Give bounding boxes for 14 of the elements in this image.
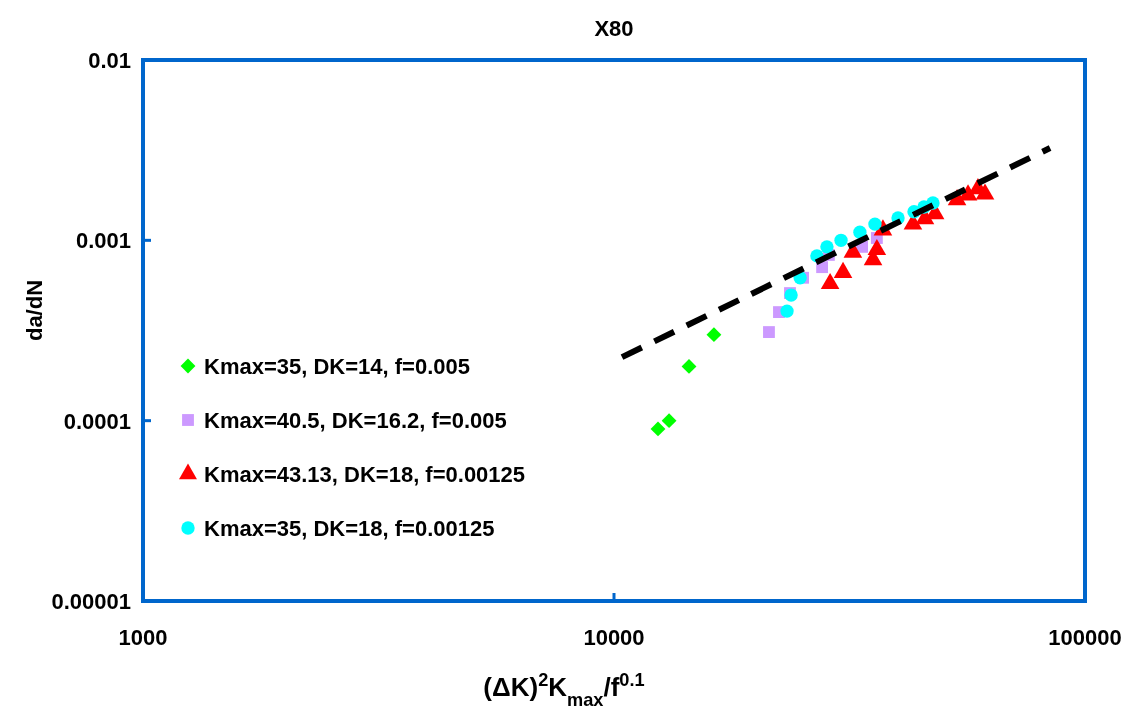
chart-title: X80 (594, 16, 634, 41)
y-tick-label: 0.00001 (51, 589, 131, 614)
legend-label: Kmax=40.5, DK=16.2, f=0.005 (204, 408, 507, 433)
x-tick-label: 10000 (583, 625, 645, 650)
legend-label: Kmax=35, DK=18, f=0.00125 (204, 516, 495, 541)
y-tick-label: 0.01 (88, 48, 131, 73)
y-tick-label: 0.001 (75, 228, 131, 254)
x-axis-title: (ΔK)$^{2}$K$_{max}$/f$^{0.1}$ (483, 670, 645, 710)
y-axis-title: da/dN (22, 279, 47, 342)
legend-label: Kmax=43.13, DK=18, f=0.00125 (204, 462, 526, 487)
x-tick-label: 100000 (1048, 625, 1122, 650)
x-tick-label: 1000 (118, 625, 168, 650)
y-tick-label: 0.0001 (63, 408, 131, 434)
legend-label: Kmax=35, DK=14, f=0.005 (204, 354, 471, 379)
